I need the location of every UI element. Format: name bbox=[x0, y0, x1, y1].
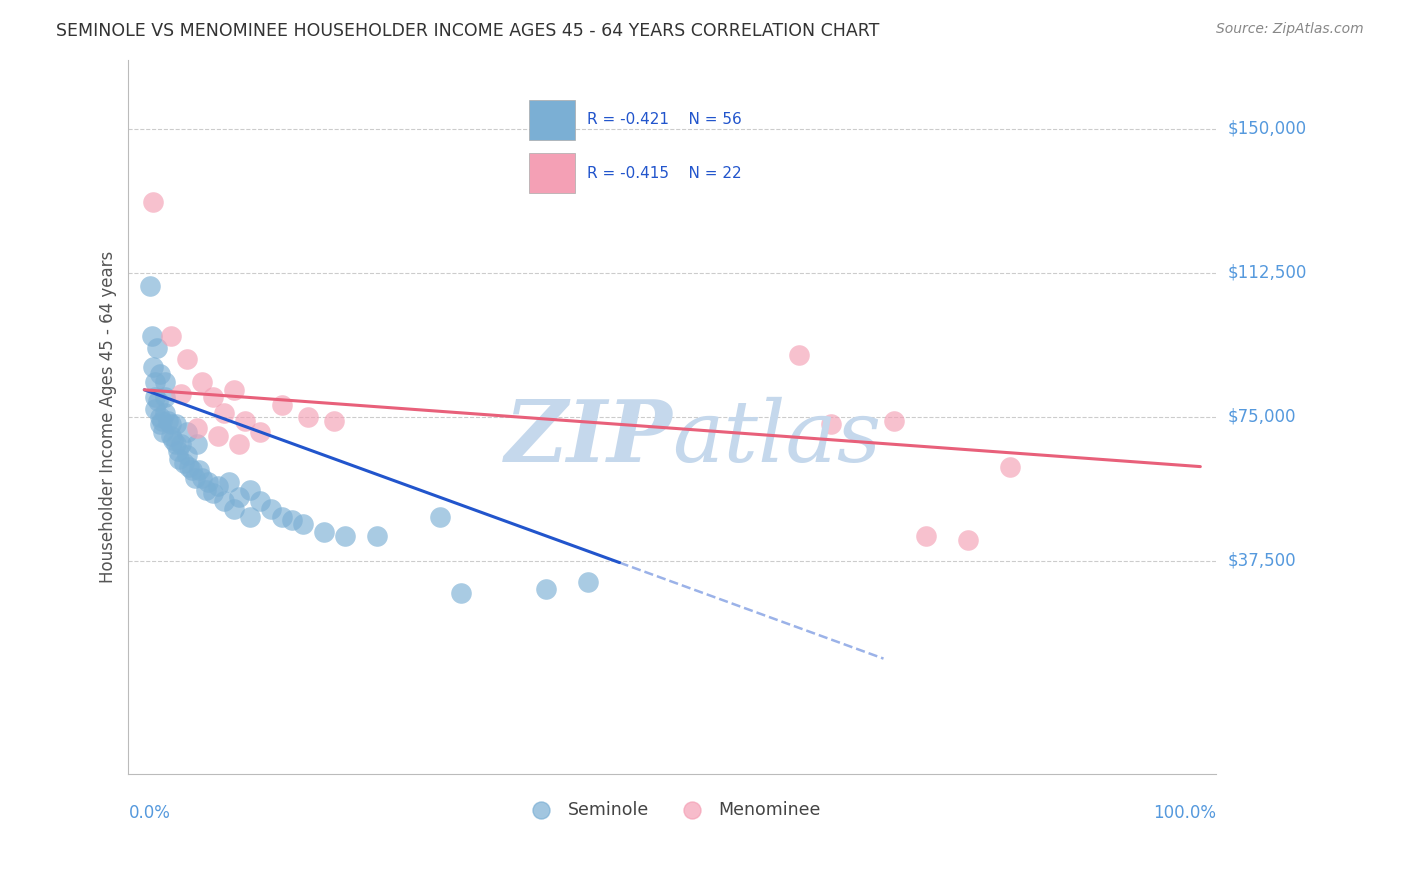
Point bbox=[297, 409, 319, 424]
Point bbox=[186, 421, 208, 435]
Point bbox=[176, 425, 198, 439]
Text: ZIP: ZIP bbox=[505, 396, 672, 480]
Point bbox=[450, 586, 472, 600]
Text: $37,500: $37,500 bbox=[1227, 551, 1296, 570]
Point bbox=[333, 529, 356, 543]
Point bbox=[197, 475, 219, 489]
Text: $150,000: $150,000 bbox=[1227, 120, 1306, 137]
Point bbox=[914, 529, 936, 543]
Point bbox=[201, 391, 224, 405]
Point bbox=[270, 509, 292, 524]
Point bbox=[177, 459, 200, 474]
Text: $75,000: $75,000 bbox=[1227, 408, 1296, 425]
Point bbox=[159, 329, 181, 343]
Point bbox=[820, 417, 842, 432]
Point bbox=[207, 429, 229, 443]
Point bbox=[270, 398, 292, 412]
Point bbox=[260, 501, 283, 516]
Point bbox=[143, 391, 166, 405]
Point bbox=[138, 279, 160, 293]
Point bbox=[155, 375, 177, 389]
Point bbox=[222, 383, 245, 397]
Point bbox=[170, 436, 193, 450]
Point bbox=[165, 436, 187, 450]
Legend: Seminole, Menominee: Seminole, Menominee bbox=[517, 794, 828, 826]
Point bbox=[239, 483, 262, 497]
Point bbox=[159, 429, 181, 443]
Point bbox=[142, 194, 165, 209]
Point bbox=[249, 425, 271, 439]
Point bbox=[146, 341, 169, 355]
Point bbox=[534, 582, 557, 597]
Point bbox=[173, 456, 195, 470]
Point bbox=[141, 329, 163, 343]
Point bbox=[191, 471, 214, 485]
Point bbox=[429, 509, 451, 524]
Text: 0.0%: 0.0% bbox=[128, 805, 170, 822]
Point bbox=[787, 348, 810, 362]
Point bbox=[281, 513, 304, 527]
Text: 100.0%: 100.0% bbox=[1153, 805, 1216, 822]
Point bbox=[152, 425, 174, 439]
Point bbox=[167, 444, 190, 458]
Point bbox=[146, 394, 169, 409]
Point bbox=[156, 413, 179, 427]
Point bbox=[180, 463, 202, 477]
Point bbox=[170, 386, 193, 401]
Text: atlas: atlas bbox=[672, 397, 882, 480]
Point bbox=[323, 413, 346, 427]
Point bbox=[142, 359, 165, 374]
Point bbox=[176, 352, 198, 367]
Point bbox=[143, 375, 166, 389]
Point bbox=[188, 463, 211, 477]
Point bbox=[312, 524, 335, 539]
Point bbox=[149, 368, 172, 382]
Point bbox=[150, 413, 173, 427]
Point bbox=[191, 375, 214, 389]
Point bbox=[155, 406, 177, 420]
Point bbox=[167, 451, 190, 466]
Y-axis label: Householder Income Ages 45 - 64 years: Householder Income Ages 45 - 64 years bbox=[100, 251, 117, 582]
Text: $112,500: $112,500 bbox=[1227, 264, 1306, 282]
Point bbox=[576, 574, 599, 589]
Point bbox=[201, 486, 224, 500]
Point bbox=[239, 509, 262, 524]
Point bbox=[228, 436, 250, 450]
Point bbox=[176, 448, 198, 462]
Point bbox=[291, 517, 314, 532]
Point bbox=[366, 529, 388, 543]
Point bbox=[159, 417, 181, 432]
Text: Source: ZipAtlas.com: Source: ZipAtlas.com bbox=[1216, 22, 1364, 37]
Point bbox=[218, 475, 240, 489]
Point bbox=[956, 533, 979, 547]
Point bbox=[1000, 459, 1022, 474]
Point bbox=[155, 391, 177, 405]
Point bbox=[249, 494, 271, 508]
Point bbox=[207, 479, 229, 493]
Point bbox=[212, 406, 235, 420]
Point bbox=[149, 409, 172, 424]
Point bbox=[212, 494, 235, 508]
Text: SEMINOLE VS MENOMINEE HOUSEHOLDER INCOME AGES 45 - 64 YEARS CORRELATION CHART: SEMINOLE VS MENOMINEE HOUSEHOLDER INCOME… bbox=[56, 22, 880, 40]
Point bbox=[165, 417, 187, 432]
Point bbox=[186, 436, 208, 450]
Point bbox=[228, 491, 250, 505]
Point bbox=[222, 501, 245, 516]
Point bbox=[143, 402, 166, 417]
Point bbox=[194, 483, 217, 497]
Point bbox=[233, 413, 256, 427]
Point bbox=[162, 433, 184, 447]
Point bbox=[184, 471, 207, 485]
Point bbox=[149, 417, 172, 432]
Point bbox=[883, 413, 905, 427]
